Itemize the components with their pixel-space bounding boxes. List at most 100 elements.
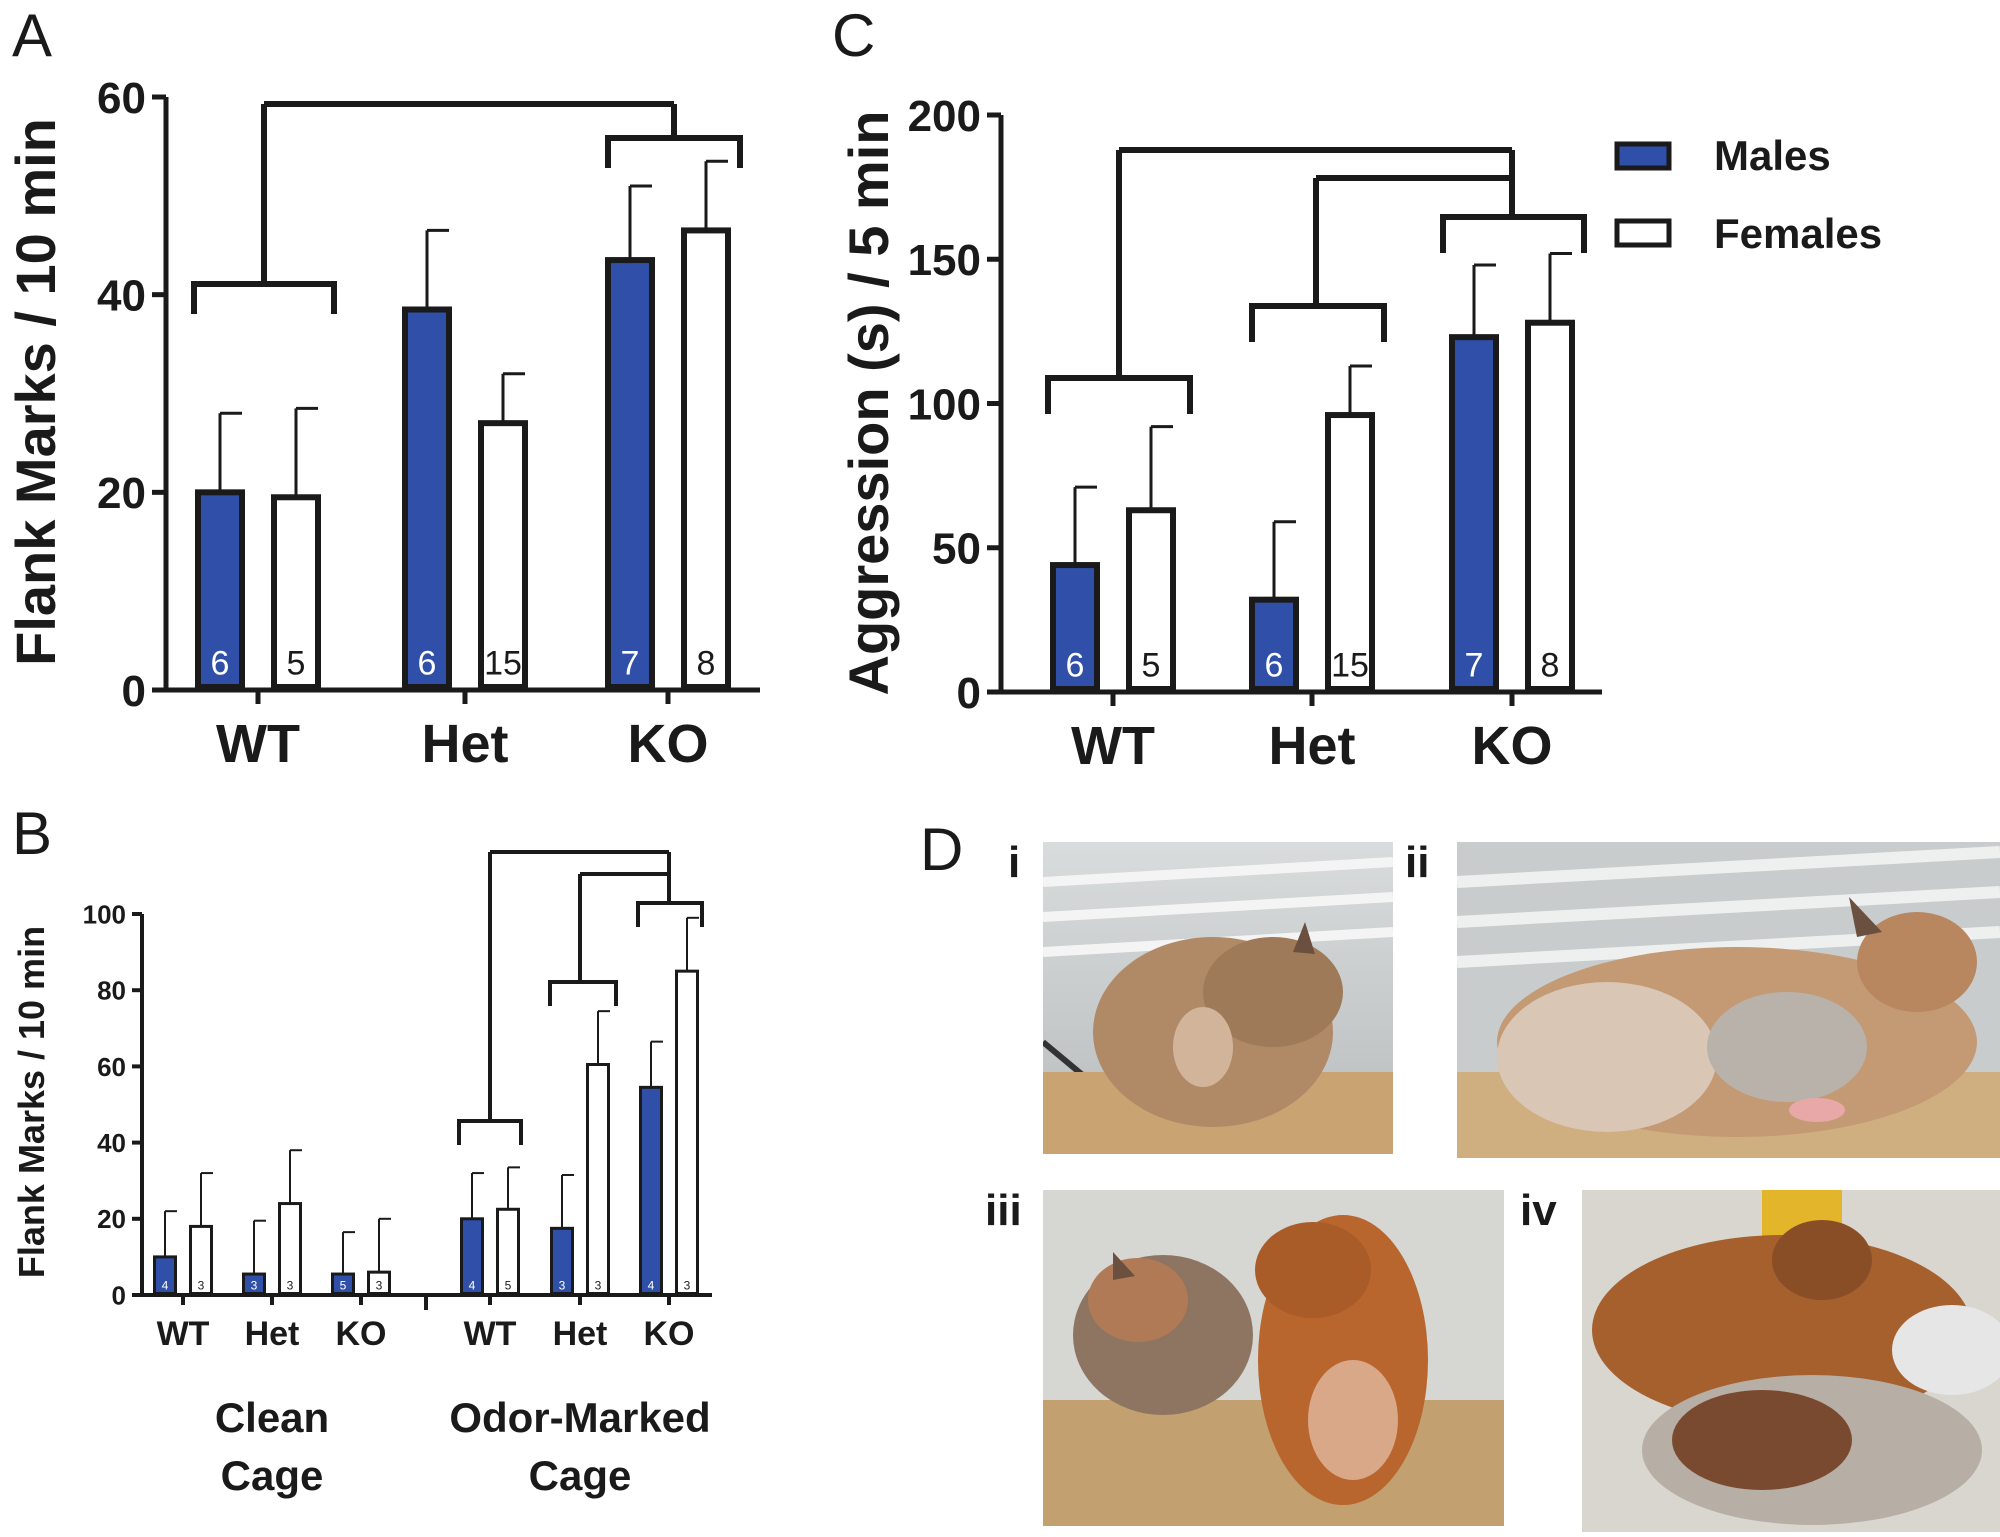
x-tick-label: Het	[1268, 716, 1355, 776]
group-label: Cage	[529, 1452, 632, 1499]
legend-label-males: Males	[1714, 132, 1831, 179]
x-tick-label: WT	[157, 1315, 210, 1353]
n-label: 4	[648, 1279, 655, 1293]
group-label: Clean	[215, 1394, 329, 1441]
x-tick-label: Het	[245, 1315, 300, 1353]
bar-males	[242, 1272, 266, 1296]
hamster-flank-marking-photo-icon	[1457, 842, 2000, 1158]
x-tick-label: KO	[644, 1315, 695, 1353]
panel-letter-d: D	[920, 816, 963, 883]
bar-males	[460, 1217, 484, 1296]
significance-bracket	[1045, 375, 1193, 414]
n-label: 3	[251, 1279, 258, 1293]
significance-bracket	[605, 135, 743, 168]
bar-males	[550, 1226, 574, 1295]
bar-females	[189, 1224, 213, 1296]
n-label: 6	[1265, 647, 1284, 685]
panel-letter-a: A	[12, 2, 52, 69]
photo-iv	[1582, 1190, 2000, 1532]
bar-females	[478, 420, 528, 690]
bar-females	[271, 494, 321, 690]
photo-label-iv: iv	[1520, 1186, 1557, 1235]
y-tick-label: 0	[112, 1280, 126, 1310]
y-tick-label: 40	[97, 272, 146, 321]
n-label: 7	[1465, 647, 1484, 685]
y-axis-label: Flank Marks / 10 min	[4, 118, 67, 666]
n-label: 3	[595, 1279, 602, 1293]
panel-letters: A B C D	[12, 2, 963, 883]
photo-label-i: i	[1008, 838, 1021, 887]
photo-label-ii: ii	[1405, 838, 1430, 887]
n-label: 7	[621, 645, 640, 683]
bar-females	[1126, 507, 1176, 692]
panel-b-chart: 0 20 40 60 80 100 Flank Marks / 10 min 4 3 WT 3 3 He…	[11, 850, 712, 1499]
bar-males	[1249, 596, 1299, 692]
x-tick-label: WT	[1071, 716, 1155, 776]
group-label: Cage	[221, 1452, 324, 1499]
n-label: 5	[505, 1279, 512, 1293]
y-tick-label: 200	[908, 92, 981, 141]
y-tick-label: 20	[97, 1204, 126, 1234]
n-label: 3	[198, 1279, 205, 1293]
y-tick-label: 40	[97, 1128, 126, 1158]
significance-bracket	[191, 281, 337, 314]
bar-males	[402, 306, 452, 690]
panel-letter-b: B	[12, 800, 52, 867]
legend-label-females: Females	[1714, 210, 1882, 257]
y-axis-label: Aggression (s) / 5 min	[837, 111, 900, 696]
n-label: 3	[684, 1279, 691, 1293]
bar-males	[153, 1255, 177, 1296]
hamster-interaction-photo-icon	[1043, 1190, 1504, 1526]
y-tick-label: 50	[932, 525, 981, 574]
x-tick-label: KO	[336, 1315, 387, 1353]
y-tick-label: 100	[83, 899, 126, 929]
panel-letter-c: C	[832, 2, 875, 69]
photo-ii	[1457, 842, 2000, 1158]
n-label: 3	[287, 1279, 294, 1293]
y-tick-label: 60	[97, 74, 146, 123]
group-label: Odor-Marked	[449, 1394, 710, 1441]
bar-males	[331, 1272, 355, 1296]
n-label: 4	[162, 1279, 169, 1293]
n-label: 5	[1142, 647, 1161, 685]
n-label: 15	[484, 645, 522, 683]
n-label: 5	[287, 645, 306, 683]
legend: Males Females	[1614, 132, 1882, 257]
bar-females	[1525, 319, 1575, 692]
x-tick-label: KO	[628, 714, 709, 774]
y-tick-label: 80	[97, 976, 126, 1006]
bar-females	[681, 227, 731, 691]
bar-females	[1325, 412, 1375, 692]
bar-females	[278, 1202, 302, 1296]
significance-bracket	[636, 901, 704, 927]
hamster-flank-marking-photo-icon	[1043, 842, 1393, 1154]
bar-males	[1050, 562, 1100, 692]
bar-females	[675, 969, 699, 1296]
y-tick-label: 60	[97, 1052, 126, 1082]
n-label: 3	[376, 1279, 383, 1293]
y-tick-label: 0	[957, 669, 981, 718]
significance-bracket	[548, 980, 618, 1006]
photo-iii	[1043, 1190, 1504, 1526]
legend-swatch-females	[1614, 218, 1672, 248]
bar-males	[639, 1085, 663, 1295]
bar-males	[195, 489, 245, 691]
y-tick-label: 0	[122, 667, 146, 716]
bar-females	[586, 1062, 610, 1295]
n-label: 3	[559, 1279, 566, 1293]
x-tick-label: Het	[553, 1315, 608, 1353]
bar-females	[367, 1270, 391, 1296]
n-label: 5	[340, 1279, 347, 1293]
hamster-fight-photo-icon	[1582, 1190, 2000, 1532]
significance-bracket	[1440, 214, 1587, 253]
n-label: 6	[211, 645, 230, 683]
n-label: 8	[697, 645, 716, 683]
x-tick-label: WT	[216, 714, 300, 774]
photo-i	[1043, 842, 1393, 1154]
n-label: 15	[1331, 647, 1369, 685]
n-label: 6	[1066, 647, 1085, 685]
panel-a-chart: 0 20 40 60 Flank Marks / 10 min 6 5 WT 6 15 Het 7 8 K…	[4, 74, 760, 774]
n-label: 4	[469, 1279, 476, 1293]
